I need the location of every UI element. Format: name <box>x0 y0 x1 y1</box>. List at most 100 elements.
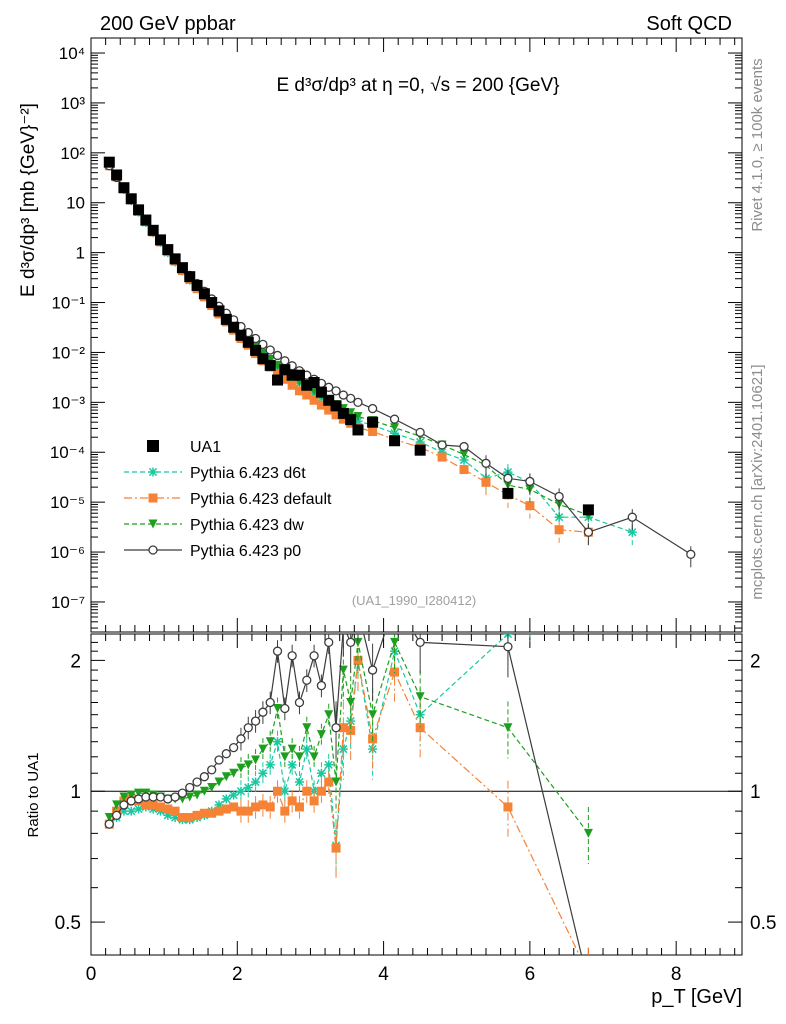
data-point <box>415 427 425 438</box>
data-point <box>250 716 261 726</box>
data-point <box>415 723 425 733</box>
data-point <box>214 755 224 765</box>
data-point <box>324 710 334 720</box>
data-point <box>502 487 514 499</box>
legend-entry: UA1 <box>147 439 221 456</box>
data-point <box>250 344 262 356</box>
data-point <box>229 802 239 812</box>
data-point <box>554 491 564 502</box>
data-point <box>354 607 362 615</box>
data-point <box>191 279 203 291</box>
data-point <box>228 321 240 333</box>
y-tick-label: 10⁻⁷ <box>51 593 85 612</box>
data-point <box>163 804 173 814</box>
data-point <box>302 744 312 754</box>
data-point <box>338 414 348 424</box>
data-point <box>273 737 283 747</box>
data-point <box>437 452 447 462</box>
data-point <box>353 397 363 407</box>
data-point <box>265 802 275 812</box>
data-point <box>367 403 378 414</box>
data-point <box>414 444 426 456</box>
data-point <box>141 800 151 810</box>
ratio-series-pythia-6-423-dw <box>104 634 593 865</box>
data-point <box>481 458 491 468</box>
data-point <box>582 504 594 516</box>
data-point <box>309 651 319 661</box>
data-point <box>309 796 319 806</box>
data-point <box>287 760 297 770</box>
data-point <box>177 813 187 823</box>
legend-label: Pythia 6.423 dw <box>190 517 304 534</box>
data-point <box>243 806 253 816</box>
data-point <box>228 742 239 753</box>
data-point <box>236 763 246 773</box>
data-point <box>133 204 145 216</box>
data-point <box>243 782 253 792</box>
axes-layer: 10⁻⁷10⁻⁶10⁻⁵10⁻⁴10⁻³10⁻²10⁻¹11010²10³10⁴… <box>50 37 776 985</box>
y-tick-label: 1 <box>76 244 85 263</box>
series-line <box>108 164 589 516</box>
data-point <box>302 675 312 685</box>
rivet-version-label: Rivet 4.1.0, ≥ 100k events <box>749 58 766 231</box>
data-point <box>272 374 284 386</box>
data-point <box>337 407 349 419</box>
analysis-watermark: (UA1_1990_I280412) <box>352 593 476 608</box>
data-point <box>294 697 305 708</box>
data-point <box>368 710 378 720</box>
data-point <box>353 637 363 647</box>
y-tick-label: 10³ <box>60 94 85 113</box>
data-point <box>273 786 283 796</box>
data-point <box>221 749 231 759</box>
data-point <box>525 501 535 511</box>
data-point <box>286 369 298 381</box>
data-point <box>148 493 158 503</box>
data-point <box>627 512 637 522</box>
data-point <box>330 400 342 412</box>
data-point <box>185 782 195 793</box>
data-point <box>346 637 356 648</box>
data-point <box>368 427 378 437</box>
data-point <box>280 806 290 816</box>
data-point <box>220 313 232 325</box>
data-point <box>294 752 304 762</box>
data-point <box>119 800 129 810</box>
data-point <box>338 723 348 733</box>
data-point <box>265 697 275 708</box>
data-point <box>686 549 696 559</box>
data-point <box>324 637 334 648</box>
data-point <box>126 806 136 816</box>
data-point <box>280 703 290 714</box>
main-data-layer <box>103 156 696 568</box>
ratio-tick-label-left: 1 <box>70 782 81 803</box>
data-point <box>162 244 174 256</box>
data-point <box>258 744 268 754</box>
data-point <box>459 450 469 460</box>
data-point <box>316 786 326 796</box>
header-process-label: Soft QCD <box>646 13 732 35</box>
data-point <box>206 297 218 309</box>
data-point <box>147 440 159 452</box>
data-point <box>331 386 341 396</box>
data-point <box>198 288 210 300</box>
data-point <box>236 786 246 796</box>
data-point <box>339 622 347 630</box>
data-point <box>503 473 513 483</box>
data-point <box>119 792 129 802</box>
data-point <box>207 765 217 775</box>
data-point <box>316 730 326 740</box>
data-point <box>584 969 593 978</box>
data-point <box>147 224 159 236</box>
data-point <box>155 802 165 812</box>
x-axis-label: p_T [GeV] <box>651 986 742 1008</box>
y-tick-label: 10² <box>60 144 85 163</box>
data-point <box>346 393 356 404</box>
data-point <box>242 336 254 348</box>
data-point <box>264 359 276 371</box>
data-point <box>525 606 534 615</box>
data-point <box>294 802 304 812</box>
data-point <box>192 790 202 800</box>
data-point <box>308 376 320 388</box>
x-tick-label: 0 <box>86 964 97 985</box>
data-point <box>279 364 291 376</box>
